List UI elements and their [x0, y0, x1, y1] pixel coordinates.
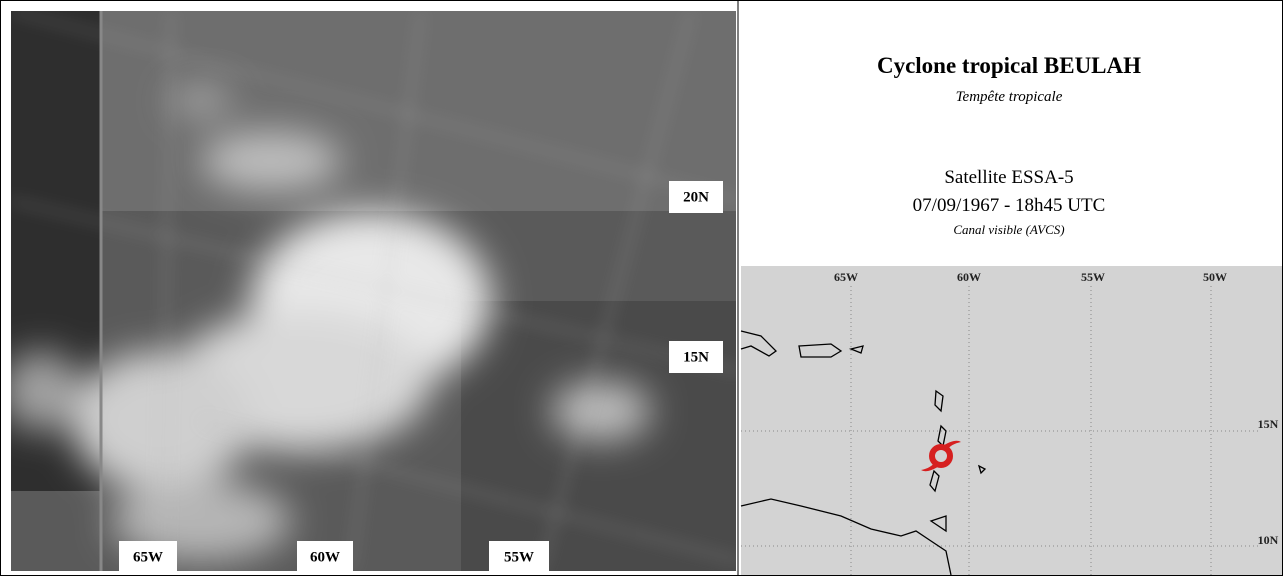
satellite: Satellite ESSA-5: [944, 167, 1073, 188]
satellite-image: [11, 11, 736, 571]
lon-label: 60W: [310, 549, 340, 565]
lat-label: 20N: [683, 189, 709, 205]
map-lon-label: 55W: [1081, 270, 1105, 284]
date: 07/09/1967 - 18h45 UTC: [913, 195, 1106, 216]
map-lon-label: 50W: [1203, 270, 1227, 284]
lon-label: 55W: [504, 549, 534, 565]
lon-label: 65W: [133, 549, 163, 565]
map-lat-label: 10N: [1258, 533, 1279, 547]
subtitle: Tempête tropicale: [956, 89, 1063, 105]
map-lon-label: 60W: [957, 270, 981, 284]
map: 65W 60W 55W 50W 15N 10N: [740, 266, 1282, 575]
sat-labels: 20N 15N 65W 60W 55W: [119, 181, 723, 573]
info: Cyclone tropical BEULAH Tempête tropical…: [877, 53, 1141, 237]
map-lat-label: 15N: [1258, 417, 1279, 431]
channel: Canal visible (AVCS): [953, 222, 1064, 237]
title: Cyclone tropical BEULAH: [877, 53, 1141, 78]
map-lon-label: 65W: [834, 270, 858, 284]
lat-label: 15N: [683, 349, 709, 365]
